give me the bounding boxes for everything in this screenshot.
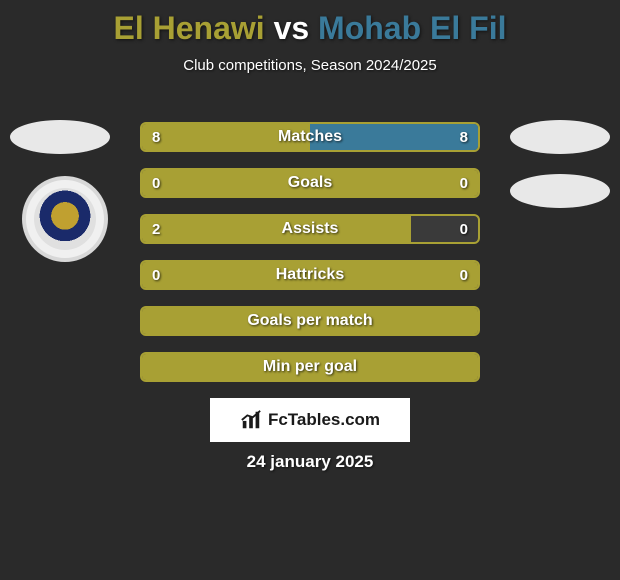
site-name: FcTables.com <box>268 410 380 430</box>
player1-avatar-placeholder <box>10 120 110 154</box>
stat-label: Assists <box>142 216 478 242</box>
stat-row: Hattricks0 0 <box>140 260 480 290</box>
stat-row: Min per goal <box>140 352 480 382</box>
stat-value-right: 8 <box>460 124 468 150</box>
stat-label: Goals <box>142 170 478 196</box>
stat-value-left: 2 <box>152 216 160 242</box>
site-badge[interactable]: FcTables.com <box>210 398 410 442</box>
stat-label: Matches <box>142 124 478 150</box>
player2-avatar-placeholder <box>510 120 610 154</box>
page-title: El Henawi vs Mohab El Fil <box>0 0 620 47</box>
stat-value-right: 0 <box>460 262 468 288</box>
stat-value-right: 0 <box>460 170 468 196</box>
vs-separator: vs <box>265 10 318 46</box>
date: 24 january 2025 <box>0 452 620 472</box>
player1-name: El Henawi <box>114 10 265 46</box>
club-badge-emblem <box>34 188 96 250</box>
stat-label: Goals per match <box>142 308 478 334</box>
stat-label: Hattricks <box>142 262 478 288</box>
stat-value-left: 0 <box>152 170 160 196</box>
stat-row: Goals0 0 <box>140 168 480 198</box>
stat-row: Matches8 8 <box>140 122 480 152</box>
stat-value-right: 0 <box>460 216 468 242</box>
player2-club-placeholder <box>510 174 610 208</box>
player1-club-badge <box>22 176 108 262</box>
stat-label: Min per goal <box>142 354 478 380</box>
stat-value-left: 0 <box>152 262 160 288</box>
stat-row: Goals per match <box>140 306 480 336</box>
subtitle: Club competitions, Season 2024/2025 <box>0 57 620 74</box>
player2-name: Mohab El Fil <box>318 10 506 46</box>
comparison-bars: Matches88Goals00Assists20Hattricks00Goal… <box>140 122 480 398</box>
chart-icon <box>240 409 262 431</box>
stat-row: Assists2 0 <box>140 214 480 244</box>
stat-value-left: 8 <box>152 124 160 150</box>
